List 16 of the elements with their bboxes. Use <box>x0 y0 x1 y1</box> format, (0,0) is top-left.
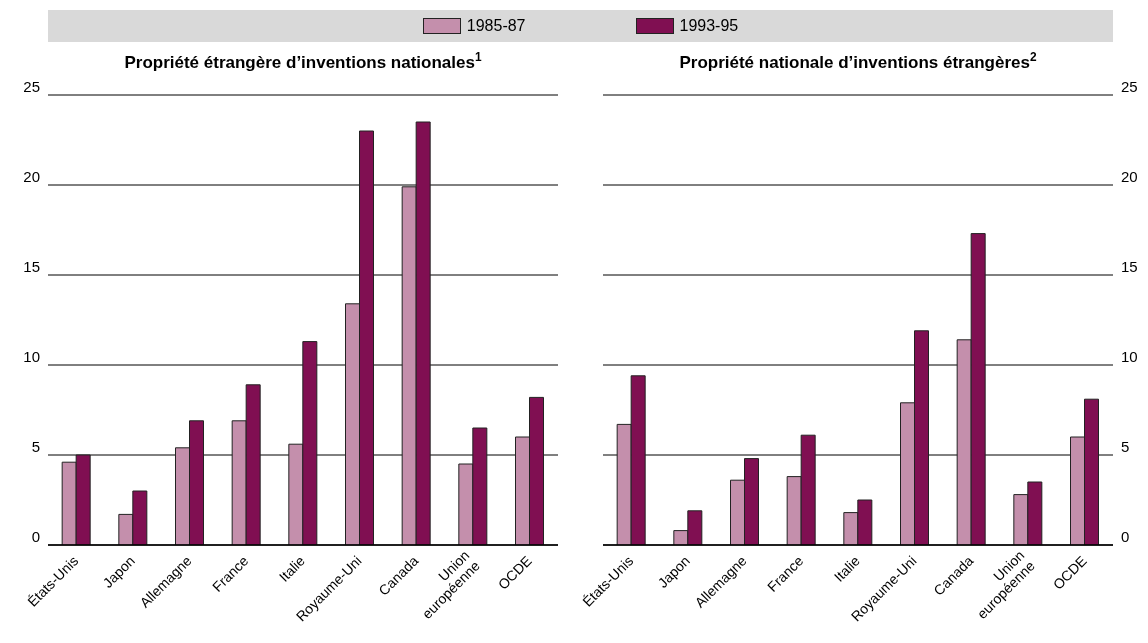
y-tick-label: 10 <box>1121 348 1138 366</box>
y-tick-label: 5 <box>1121 438 1130 456</box>
y-tick-label: 15 <box>23 258 40 276</box>
y-tick-label: 10 <box>23 348 40 366</box>
y-tick-label: 25 <box>1121 78 1138 96</box>
y-tick-label: 0 <box>1121 528 1130 546</box>
y-tick-label: 0 <box>31 528 40 546</box>
y-tick-label: 25 <box>23 78 40 96</box>
y-tick-label: 5 <box>31 438 40 456</box>
y-tick-label: 20 <box>23 168 40 186</box>
chart-title: Propriété nationale d’inventions étrangères$^{2}$ <box>679 50 1037 72</box>
chart-title: Propriété étrangère d’inventions nationales$^{1}$ <box>124 50 482 72</box>
legend-label: 1993-95 <box>679 17 739 35</box>
legend-label: 1985-87 <box>466 17 526 35</box>
y-tick-label: 15 <box>1121 258 1138 276</box>
y-tick-label: 20 <box>1121 168 1138 186</box>
